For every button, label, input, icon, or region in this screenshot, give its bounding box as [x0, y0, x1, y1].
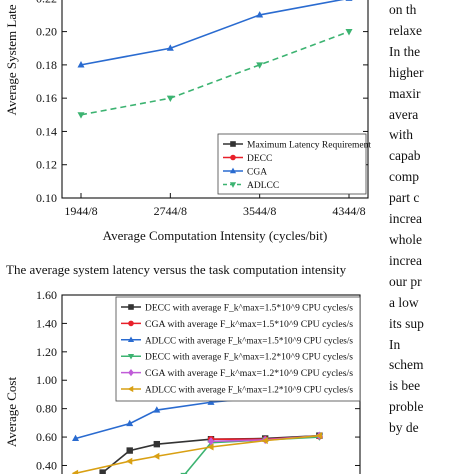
- x-axis-label: Average Computation Intensity (cycles/bi…: [103, 228, 328, 243]
- body-text-line: In: [389, 336, 401, 352]
- body-text-column: on th relaxe In the higher maxir avera with cap…: [389, 0, 474, 474]
- body-text-line: is bee: [389, 378, 421, 394]
- legend-swatch-marker: [128, 320, 134, 327]
- body-text-line: higher: [389, 64, 424, 80]
- y-tick-label: 1.60: [36, 288, 57, 302]
- legend-label: DECC: [247, 154, 272, 164]
- y-tick-label: 0.20: [36, 25, 57, 39]
- series-3-point: [77, 112, 85, 119]
- body-text-line: proble: [389, 399, 424, 415]
- series-5-line: [75, 434, 320, 474]
- y-tick-label: 1.40: [36, 316, 57, 330]
- series-2-point: [153, 406, 161, 413]
- y-tick-label: 0.80: [36, 402, 57, 416]
- cost-chart: 0.40 0.60 0.80 1.00 1.20 1.40 1.60 Average Cost…: [4, 288, 361, 474]
- series-2-point: [166, 44, 174, 51]
- legend-swatch-marker: [229, 182, 237, 188]
- legend-swatch-marker: [229, 167, 237, 174]
- body-text-line: comp: [389, 169, 419, 185]
- legend-label: CGA: [247, 168, 267, 178]
- series-2-point: [77, 61, 85, 68]
- y-axis-label: Average System Late: [4, 4, 19, 115]
- series-3-line: [80, 30, 350, 116]
- legend-label: ADLCC with average F_k^max=1.5*10^9 CPU …: [145, 335, 354, 345]
- legend: DECC with average F_k^max=1.5*10^9 CPU c…: [115, 296, 361, 402]
- body-text-line: increa: [389, 211, 422, 227]
- series-5-point: [261, 437, 268, 445]
- legend: Maximum Latency Requirement DECC CGA ADLCC: [217, 133, 371, 195]
- x-tick-label: 4344/8: [332, 204, 365, 218]
- series-2-point: [126, 419, 134, 427]
- legend-label: DECC with average F_k^max=1.5*10^9 CPU c…: [145, 303, 354, 313]
- legend-swatch-marker: [127, 385, 134, 393]
- body-text-line: relaxe: [389, 22, 422, 38]
- series-4-point: [207, 437, 215, 446]
- body-text-line: with: [389, 127, 414, 143]
- legend-label: ADLCC: [247, 181, 279, 191]
- body-text-line: avera: [389, 106, 419, 122]
- series-2-point: [207, 398, 215, 405]
- series-5-point: [125, 457, 133, 465]
- y-tick-label: 0.10: [36, 191, 57, 205]
- legend-swatch-marker: [128, 304, 134, 310]
- y-tick-label: 1.00: [36, 373, 57, 387]
- y-tick-label: 0.12: [36, 158, 57, 172]
- series-3-point: [166, 95, 174, 102]
- y-tick-label: 0.18: [36, 58, 57, 72]
- series-0-point: [99, 469, 106, 474]
- legend-swatch-marker: [128, 368, 134, 377]
- x-tick-label: 2744/8: [154, 204, 187, 218]
- series-2-line: [80, 0, 345, 66]
- series-3-point: [345, 29, 353, 36]
- body-text-line: increa: [389, 252, 422, 268]
- legend-label: ADLCC with average F_k^max=1.2*10^9 CPU …: [145, 385, 354, 395]
- body-text-line: our pr: [389, 273, 422, 289]
- figure-caption: The average system latency versus the ta…: [6, 262, 347, 277]
- series-2-point: [256, 11, 264, 18]
- x-tick-label: 3544/8: [243, 204, 276, 218]
- y-tick-label: 1.20: [36, 345, 57, 359]
- legend-swatch-marker: [127, 353, 135, 360]
- y-tick-label: 0.16: [36, 91, 57, 105]
- legend-label: DECC with average F_k^max=1.2*10^9 CPU c…: [145, 352, 354, 362]
- body-text-line: by de: [389, 420, 419, 436]
- body-text-line: maxir: [389, 85, 421, 101]
- body-text-line: capab: [389, 148, 421, 164]
- legend-label: Maximum Latency Requirement: [247, 141, 371, 151]
- body-text-line: schem: [389, 357, 424, 373]
- body-text-line: In the: [389, 43, 421, 59]
- plot-frame: [61, 0, 369, 199]
- series-5-point: [315, 432, 322, 440]
- latency-chart: 0.10 0.12 0.14 0.16 0.18 0.20 0.22 1944/8 2744/8…: [4, 0, 371, 243]
- y-axis-label: Average Cost: [4, 377, 19, 448]
- body-text-line: on th: [389, 2, 417, 17]
- series-2-point: [345, 0, 353, 1]
- y-tick-label: 0.40: [36, 458, 57, 472]
- body-text-line: whole: [389, 231, 422, 247]
- legend-swatch-marker: [230, 154, 236, 161]
- legend-label: CGA with average F_k^max=1.5*10^9 CPU cy…: [145, 319, 354, 329]
- series-5-point: [71, 469, 79, 474]
- legend-label: CGA with average F_k^max=1.2*10^9 CPU cy…: [145, 368, 354, 378]
- y-tick-label: 0.14: [36, 124, 57, 138]
- series-3-point: [256, 62, 264, 69]
- x-tick-label: 1944/8: [64, 204, 97, 218]
- legend-box: [115, 296, 361, 402]
- y-tick-label: 0.22: [36, 0, 57, 5]
- y-tick-label: 0.60: [36, 430, 57, 444]
- series-0-point: [153, 440, 161, 448]
- body-text-line: part c: [389, 190, 420, 206]
- series-5-point: [207, 443, 214, 451]
- series-5-point: [152, 452, 160, 460]
- body-text-line: a low: [389, 294, 419, 310]
- series-0-point: [126, 447, 133, 454]
- legend-swatch-marker: [230, 141, 236, 147]
- body-text-line: its sup: [389, 315, 424, 331]
- series-2-point: [72, 434, 80, 442]
- legend-swatch-marker: [127, 336, 135, 343]
